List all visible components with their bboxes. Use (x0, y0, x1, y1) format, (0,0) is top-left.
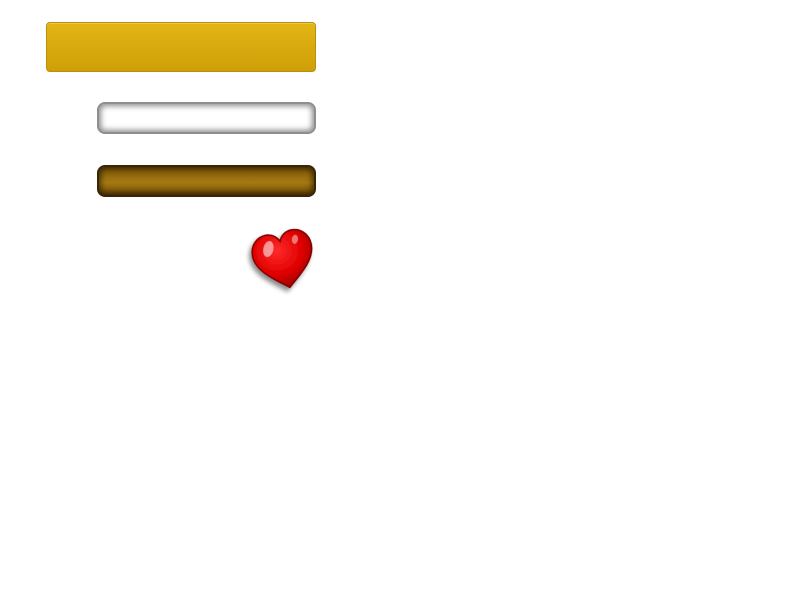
gold-button[interactable] (46, 22, 316, 72)
heart-button[interactable] (244, 224, 320, 296)
heart-icon (251, 228, 313, 289)
bronze-text-field[interactable] (97, 165, 316, 197)
white-text-field[interactable] (97, 102, 316, 134)
